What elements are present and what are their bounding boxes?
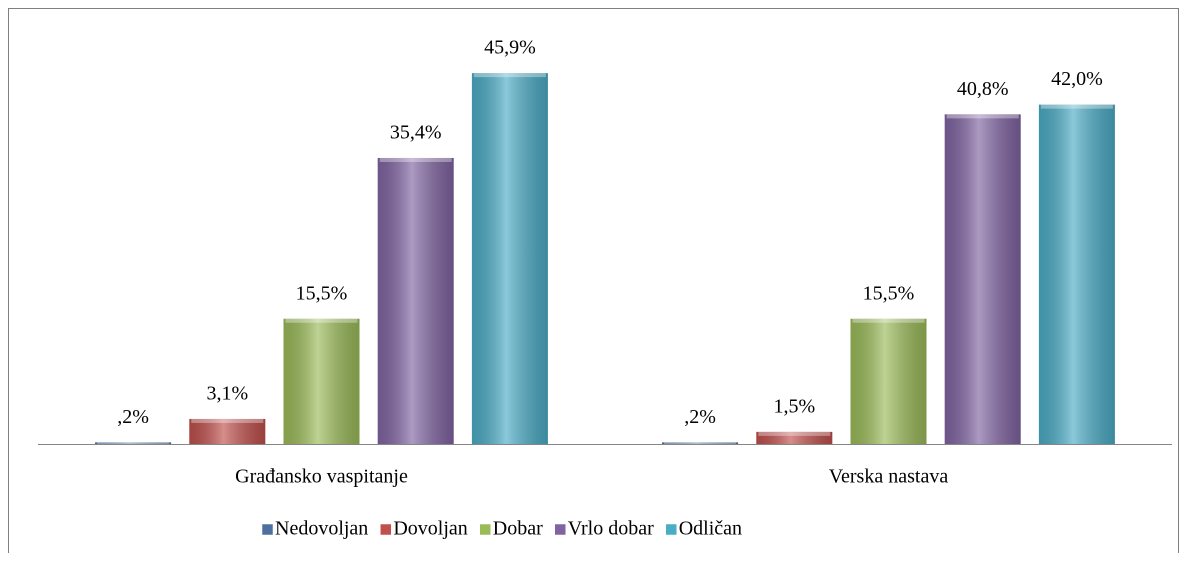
- data-label: ,2%: [117, 406, 149, 428]
- bar: [850, 318, 927, 444]
- legend-marker: [554, 523, 566, 536]
- bar-cap: [379, 157, 452, 162]
- bar-cap: [285, 318, 358, 323]
- bar-cap: [191, 418, 264, 423]
- bar-cap: [946, 114, 1019, 119]
- bar: [944, 114, 1021, 444]
- data-label: 15,5%: [296, 282, 348, 304]
- data-label: 40,8%: [957, 78, 1009, 100]
- legend-label: Dovoljan: [393, 518, 467, 540]
- data-label: ,2%: [684, 406, 716, 428]
- data-label: 15,5%: [863, 282, 915, 304]
- data-label: 35,4%: [390, 122, 442, 144]
- legend-label: Nedovoljan: [275, 518, 368, 540]
- bar: [283, 318, 360, 444]
- bar-cap: [97, 442, 170, 444]
- bar-cap: [1040, 104, 1113, 109]
- bar: [377, 157, 454, 444]
- bar: [471, 73, 548, 445]
- legend-label: Odličan: [679, 518, 742, 540]
- bar-cap: [852, 318, 925, 323]
- legend-label: Dobar: [493, 518, 543, 540]
- data-label: 45,9%: [484, 37, 536, 59]
- legend-marker: [665, 523, 677, 536]
- data-label: 1,5%: [773, 395, 815, 417]
- bar-cap: [758, 431, 831, 436]
- legend-marker: [261, 523, 274, 536]
- bar-cap: [473, 73, 546, 78]
- bar: [1038, 104, 1115, 444]
- legend-marker: [479, 523, 491, 536]
- data-label: 3,1%: [206, 383, 248, 405]
- x-tick-label: Verska nastava: [829, 466, 949, 488]
- legend-label: Vrlo dobar: [568, 518, 654, 540]
- bar-cap: [664, 442, 737, 444]
- data-label: 42,0%: [1051, 68, 1103, 90]
- chart-frame: [8, 8, 1179, 553]
- legend-marker: [380, 523, 392, 536]
- x-tick-label: Građansko vaspitanje: [235, 466, 408, 488]
